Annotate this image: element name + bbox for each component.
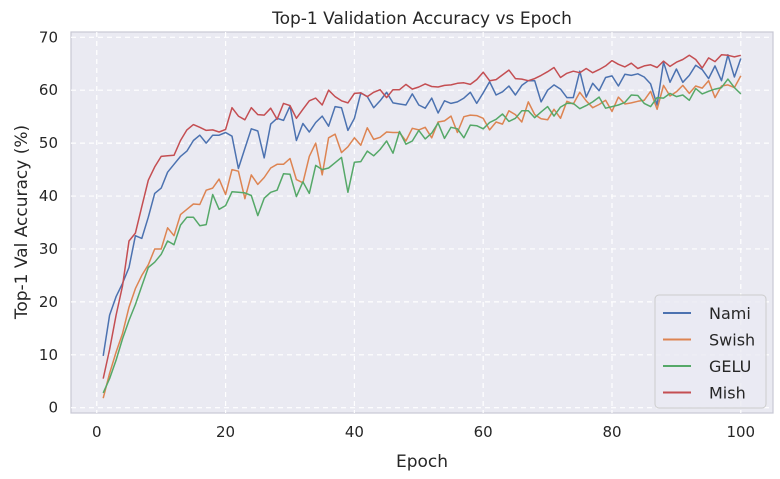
y-tick-label: 40 [39, 187, 58, 205]
x-tick-label: 100 [726, 423, 755, 441]
x-tick-label: 0 [92, 423, 102, 441]
legend-label-swish: Swish [709, 331, 755, 350]
series-line-gelu [102, 78, 742, 394]
chart-title: Top-1 Validation Accuracy vs Epoch [271, 9, 572, 29]
x-axis-title: Epoch [396, 452, 448, 472]
series-line-nami [102, 54, 742, 357]
y-tick-label: 30 [39, 240, 58, 258]
x-tick-label: 40 [345, 423, 364, 441]
legend-box [654, 294, 767, 409]
legend: Nami Swish GELU Mish [654, 294, 767, 409]
legend-label-mish: Mish [709, 384, 746, 403]
series-lines [102, 54, 742, 399]
y-tick-label: 20 [39, 293, 58, 311]
legend-label-nami: Nami [709, 304, 751, 323]
y-tick-label: 50 [39, 134, 58, 152]
y-axis-ticks: 0 10 20 30 40 50 60 70 [39, 28, 58, 416]
x-axis-ticks: 0 20 40 60 80 100 [92, 423, 755, 441]
x-tick-label: 80 [602, 423, 621, 441]
x-tick-label: 60 [474, 423, 493, 441]
y-tick-label: 60 [39, 81, 58, 99]
series-line-swish [102, 75, 742, 399]
legend-label-gelu: GELU [709, 357, 751, 376]
x-tick-label: 20 [216, 423, 235, 441]
y-tick-label: 70 [39, 28, 58, 46]
y-tick-label: 0 [48, 399, 58, 417]
series-line-mish [102, 54, 741, 379]
y-tick-label: 10 [39, 346, 58, 364]
y-axis-title: Top-1 Val Accuracy (%) [12, 125, 32, 320]
